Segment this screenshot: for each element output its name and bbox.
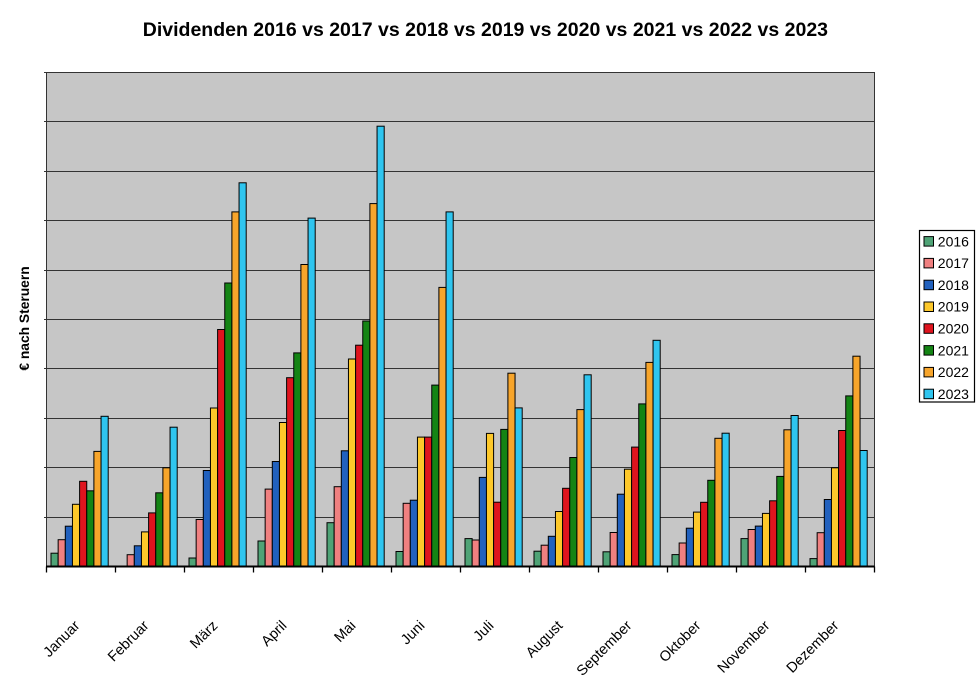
svg-text:2017: 2017 [938,255,969,271]
svg-text:2020: 2020 [938,321,969,337]
svg-text:2018: 2018 [938,277,969,293]
svg-text:2019: 2019 [938,299,969,315]
svg-text:2016: 2016 [938,233,969,249]
svg-text:2023: 2023 [938,386,969,402]
svg-text:€ nach Steruern: € nach Steruern [17,266,32,370]
svg-text:Dividenden 2016 vs 2017 vs 201: Dividenden 2016 vs 2017 vs 2018 vs 2019 … [143,19,828,41]
svg-text:2022: 2022 [938,364,969,380]
svg-text:2021: 2021 [938,342,969,358]
